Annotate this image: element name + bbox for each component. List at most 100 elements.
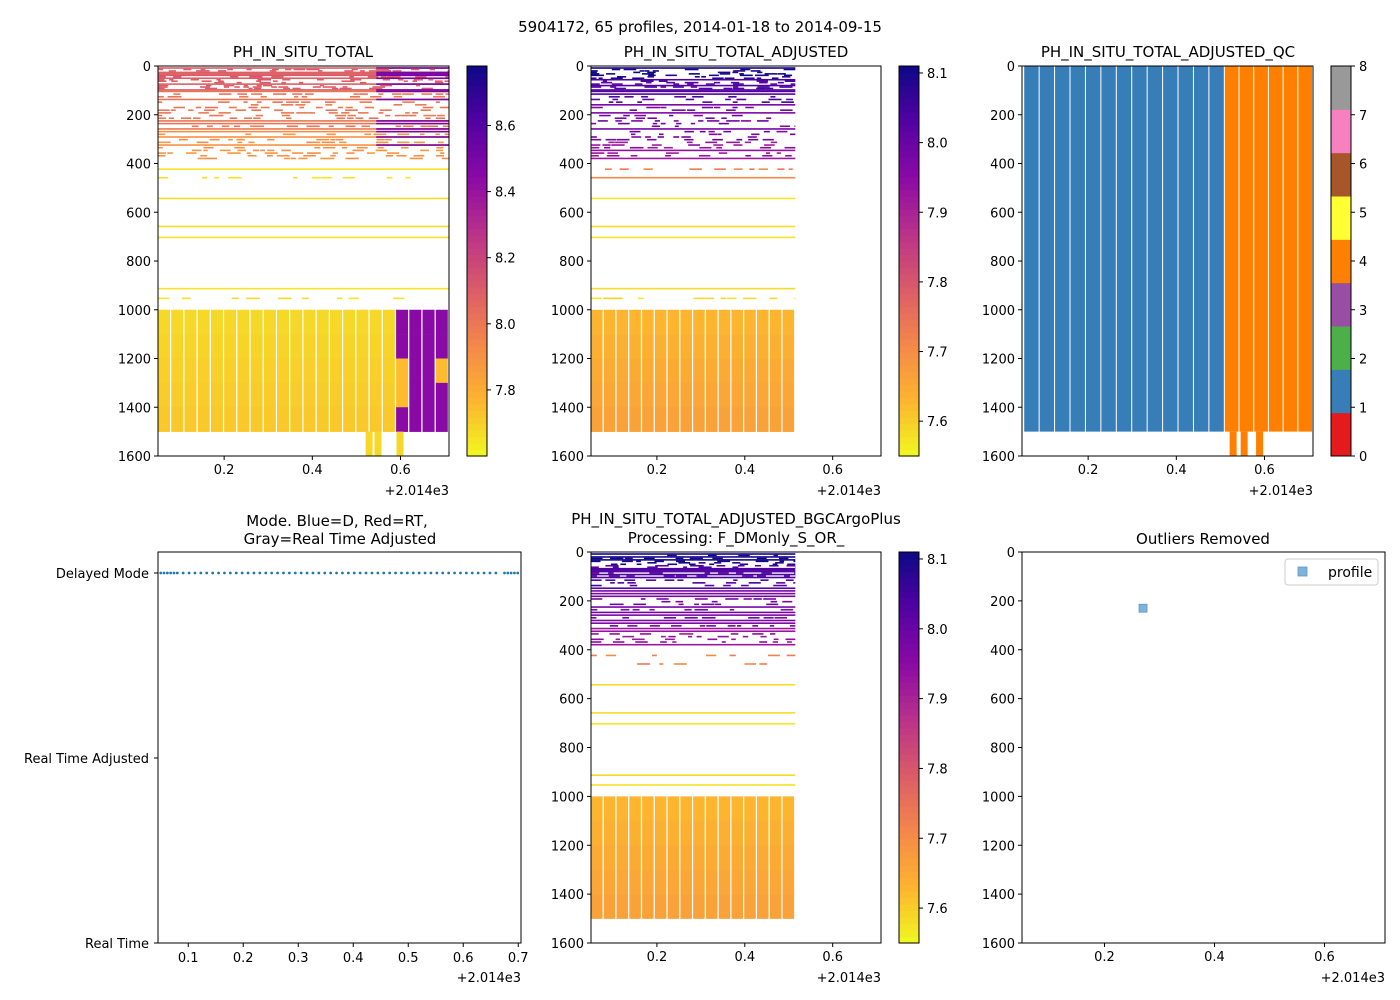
heatmap-cell [396, 334, 409, 359]
colorbar-segment [467, 313, 487, 321]
heatmap-cell [263, 382, 276, 408]
heatmap-cell [740, 68, 751, 71]
heatmap-cell [633, 603, 646, 606]
heatmap-cell [763, 130, 770, 133]
heatmap-cell [789, 625, 796, 627]
heatmap-cell [397, 133, 410, 136]
y-tick-label: 200 [559, 595, 584, 610]
heatmap-cell [343, 309, 356, 335]
x-tick-label: 0.6 [453, 951, 474, 966]
heatmap-cell [255, 114, 264, 117]
colorbar-segment [899, 443, 919, 451]
heatmap-cell [376, 89, 449, 91]
heatmap-cell [277, 382, 290, 408]
heatmap-cell [616, 820, 629, 846]
heatmap-cell [306, 141, 321, 144]
heatmap-cell [284, 157, 290, 160]
heatmap-cell [234, 146, 245, 149]
heatmap-cell [376, 122, 449, 125]
y-tick-label: 600 [990, 693, 1015, 708]
heatmap-cell [341, 112, 350, 114]
colorbar-segment [899, 397, 919, 405]
heatmap-cell [435, 407, 448, 432]
colorbar-segment [899, 760, 919, 768]
colorbar-segment [467, 391, 487, 399]
mode-point [441, 571, 445, 575]
heatmap-cell [374, 431, 382, 456]
x-tick-label: 0.7 [508, 951, 529, 966]
heatmap-cell [769, 796, 782, 822]
heatmap-cell [769, 633, 776, 635]
colorbar-segment [899, 202, 919, 210]
heatmap-cell [654, 358, 667, 384]
heatmap-cell [667, 309, 680, 335]
heatmap-cell [250, 125, 264, 128]
colorbar-segment [1331, 66, 1351, 110]
colorbar-segment [899, 714, 919, 723]
heatmap-cell [591, 287, 796, 290]
heatmap-cell [755, 560, 769, 563]
heatmap-cell [336, 297, 343, 300]
heatmap-cell [656, 598, 669, 600]
colorbar-segment [899, 222, 919, 230]
heatmap-cell [168, 117, 174, 120]
heatmap-cell [591, 74, 605, 77]
heatmap-cell [660, 122, 666, 125]
panel-bgc-plot [591, 553, 796, 919]
heatmap-cell [171, 407, 184, 432]
heatmap-cell [263, 84, 273, 87]
heatmap-cell [447, 70, 449, 72]
colorbar-segment [467, 449, 487, 457]
heatmap-cell [325, 104, 333, 106]
heatmap-cell [779, 560, 785, 563]
heatmap-cell [629, 130, 641, 133]
heatmap-cell [250, 407, 263, 432]
heatmap-cell [385, 138, 392, 141]
x-tick-label: 0.3 [288, 951, 309, 966]
heatmap-cell [756, 120, 769, 122]
heatmap-cell [659, 133, 664, 136]
heatmap-cell [591, 138, 602, 141]
heatmap-cell [186, 152, 197, 154]
heatmap-cell [673, 663, 687, 665]
heatmap-cell [694, 598, 708, 600]
y-tick-label: 1200 [982, 839, 1015, 854]
panel-raw: PH_IN_SITU_TOTAL 0.2 0.4 0.602004006008001… [118, 43, 516, 499]
colorbar-segment [899, 747, 919, 755]
colorbar-segment [899, 111, 919, 119]
heatmap-cell [663, 575, 675, 577]
heatmap-cell [250, 309, 263, 335]
colorbar-segment [899, 85, 919, 93]
heatmap-cell [641, 95, 648, 98]
heatmap-cell [649, 572, 663, 574]
heatmap-cell [396, 154, 407, 157]
heatmap-cell [639, 633, 652, 635]
heatmap-cell [667, 554, 677, 557]
heatmap-cell [345, 125, 356, 128]
heatmap-cell [158, 120, 449, 122]
heatmap-cell [676, 560, 685, 563]
mode-point [405, 571, 409, 575]
heatmap-cell [783, 68, 796, 71]
heatmap-cell [784, 80, 796, 82]
heatmap-cell [605, 168, 612, 170]
heatmap-cell [793, 582, 796, 584]
heatmap-cell [612, 98, 619, 101]
heatmap-cell [376, 138, 385, 141]
heatmap-cell [292, 93, 303, 95]
heatmap-cell [196, 141, 209, 144]
heatmap-cell [158, 152, 166, 154]
heatmap-cell [689, 563, 696, 566]
heatmap-cell [675, 575, 688, 577]
heatmap-cell [718, 152, 728, 154]
heatmap-cell [619, 168, 629, 170]
mode-point [234, 571, 238, 575]
heatmap-cell [591, 573, 796, 576]
colorbar-segment [899, 610, 919, 618]
heatmap-cell [764, 73, 778, 75]
heatmap-cell [699, 146, 712, 149]
heatmap-cell [435, 93, 444, 95]
heatmap-cell [733, 70, 746, 72]
heatmap-cell [718, 572, 729, 574]
heatmap-cell [301, 101, 311, 103]
